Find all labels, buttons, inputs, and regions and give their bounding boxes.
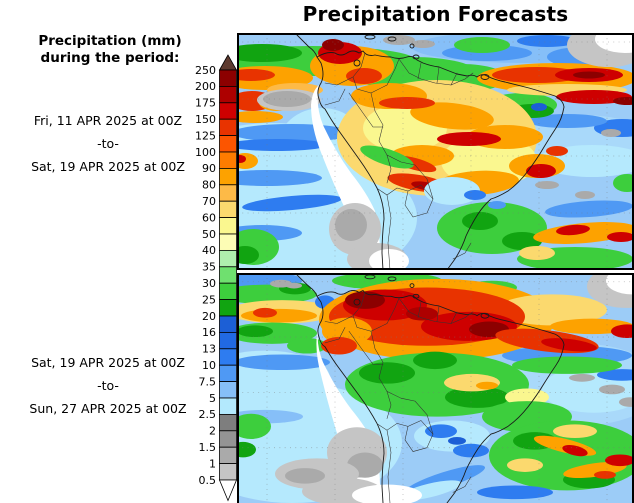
colorbar-label: 60 <box>202 211 216 224</box>
forecast-map-period-1 <box>237 33 634 270</box>
colorbar-label: 7.5 <box>199 375 217 388</box>
colorbar-segment <box>219 217 237 235</box>
forecast-map-period-2 <box>237 273 634 503</box>
precip-field-period-2 <box>237 273 634 503</box>
colorbar-label: 13 <box>202 343 216 356</box>
colorbar-label: 5 <box>209 392 216 405</box>
colorbar-segment <box>219 364 237 383</box>
colorbar-segment <box>219 168 237 186</box>
colorbar-label: 35 <box>202 261 216 274</box>
colorbar-segment <box>219 86 237 104</box>
colorbar-segment <box>219 282 237 300</box>
colorbar-segment <box>219 299 237 317</box>
period-2-separator: -to- <box>97 378 119 393</box>
colorbar-label: 2.5 <box>199 408 217 421</box>
colorbar-segment <box>219 69 237 87</box>
colorbar-segment <box>219 397 237 415</box>
colorbar-label: 16 <box>202 326 216 339</box>
colorbar-segment <box>219 118 237 136</box>
colorbar-segment <box>219 249 237 268</box>
period-1-to: Sat, 19 APR 2025 at 00Z <box>31 159 185 174</box>
colorbar-label: 20 <box>202 310 216 323</box>
colorbar-label: 200 <box>195 80 216 93</box>
colorbar-segment <box>219 200 237 218</box>
colorbar-label: 40 <box>202 244 216 257</box>
map-frame <box>237 273 634 503</box>
legend-heading: Precipitation (mm) during the period: <box>4 33 216 67</box>
colorbar-label: 10 <box>202 359 216 372</box>
colorbar-label: 0.5 <box>199 474 217 487</box>
period-2-from: Sat, 19 APR 2025 at 00Z <box>31 355 185 370</box>
colorbar-label: 125 <box>195 129 216 142</box>
colorbar-label: 150 <box>195 113 216 126</box>
colorbar-label: 90 <box>202 162 216 175</box>
colorbar-segment <box>219 430 237 448</box>
colorbar-label: 25 <box>202 293 216 306</box>
colorbar-label: 30 <box>202 277 216 290</box>
colorbar-segment <box>219 102 237 120</box>
colorbar-segment <box>219 446 237 465</box>
colorbar-scale: 2502001751501251009080706050403530252016… <box>195 54 237 502</box>
colorbar-segment <box>219 413 237 432</box>
colorbar-arrow-top <box>218 54 237 71</box>
colorbar-segment <box>219 266 237 284</box>
colorbar-label: 2 <box>209 425 216 438</box>
colorbar-segment <box>219 151 237 169</box>
colorbar-label: 1.5 <box>199 441 217 454</box>
legend-heading-line1: Precipitation (mm) <box>38 33 182 49</box>
colorbar-label: 250 <box>195 64 216 77</box>
colorbar-label: 50 <box>202 228 216 241</box>
colorbar-label: 175 <box>195 97 216 110</box>
page-title: Precipitation Forecasts <box>302 2 569 26</box>
colorbar-segment <box>219 381 237 399</box>
period-1-label: Fri, 11 APR 2025 at 00Z -to- Sat, 19 APR… <box>0 109 216 178</box>
colorbar-label: 1 <box>209 457 216 470</box>
colorbar-label: 70 <box>202 195 216 208</box>
colorbar-segment <box>219 315 237 333</box>
colorbar-segment <box>219 184 237 202</box>
period-1-from: Fri, 11 APR 2025 at 00Z <box>33 113 183 128</box>
colorbar-segment <box>219 331 237 350</box>
colorbar-segment <box>219 348 237 366</box>
map-frame <box>237 33 634 270</box>
period-2-to: Sun, 27 APR 2025 at 00Z <box>29 401 187 416</box>
colorbar-segment <box>219 135 237 153</box>
period-1-separator: -to- <box>97 136 119 151</box>
precip-field-period-1 <box>237 33 634 270</box>
period-2-label: Sat, 19 APR 2025 at 00Z -to- Sun, 27 APR… <box>0 351 216 420</box>
colorbar-segment <box>219 463 237 481</box>
colorbar-segment <box>219 233 237 251</box>
colorbar-label: 80 <box>202 179 216 192</box>
colorbar-arrow-bottom <box>218 479 237 502</box>
legend-heading-line2: during the period: <box>40 50 180 66</box>
colorbar-label: 100 <box>195 146 216 159</box>
